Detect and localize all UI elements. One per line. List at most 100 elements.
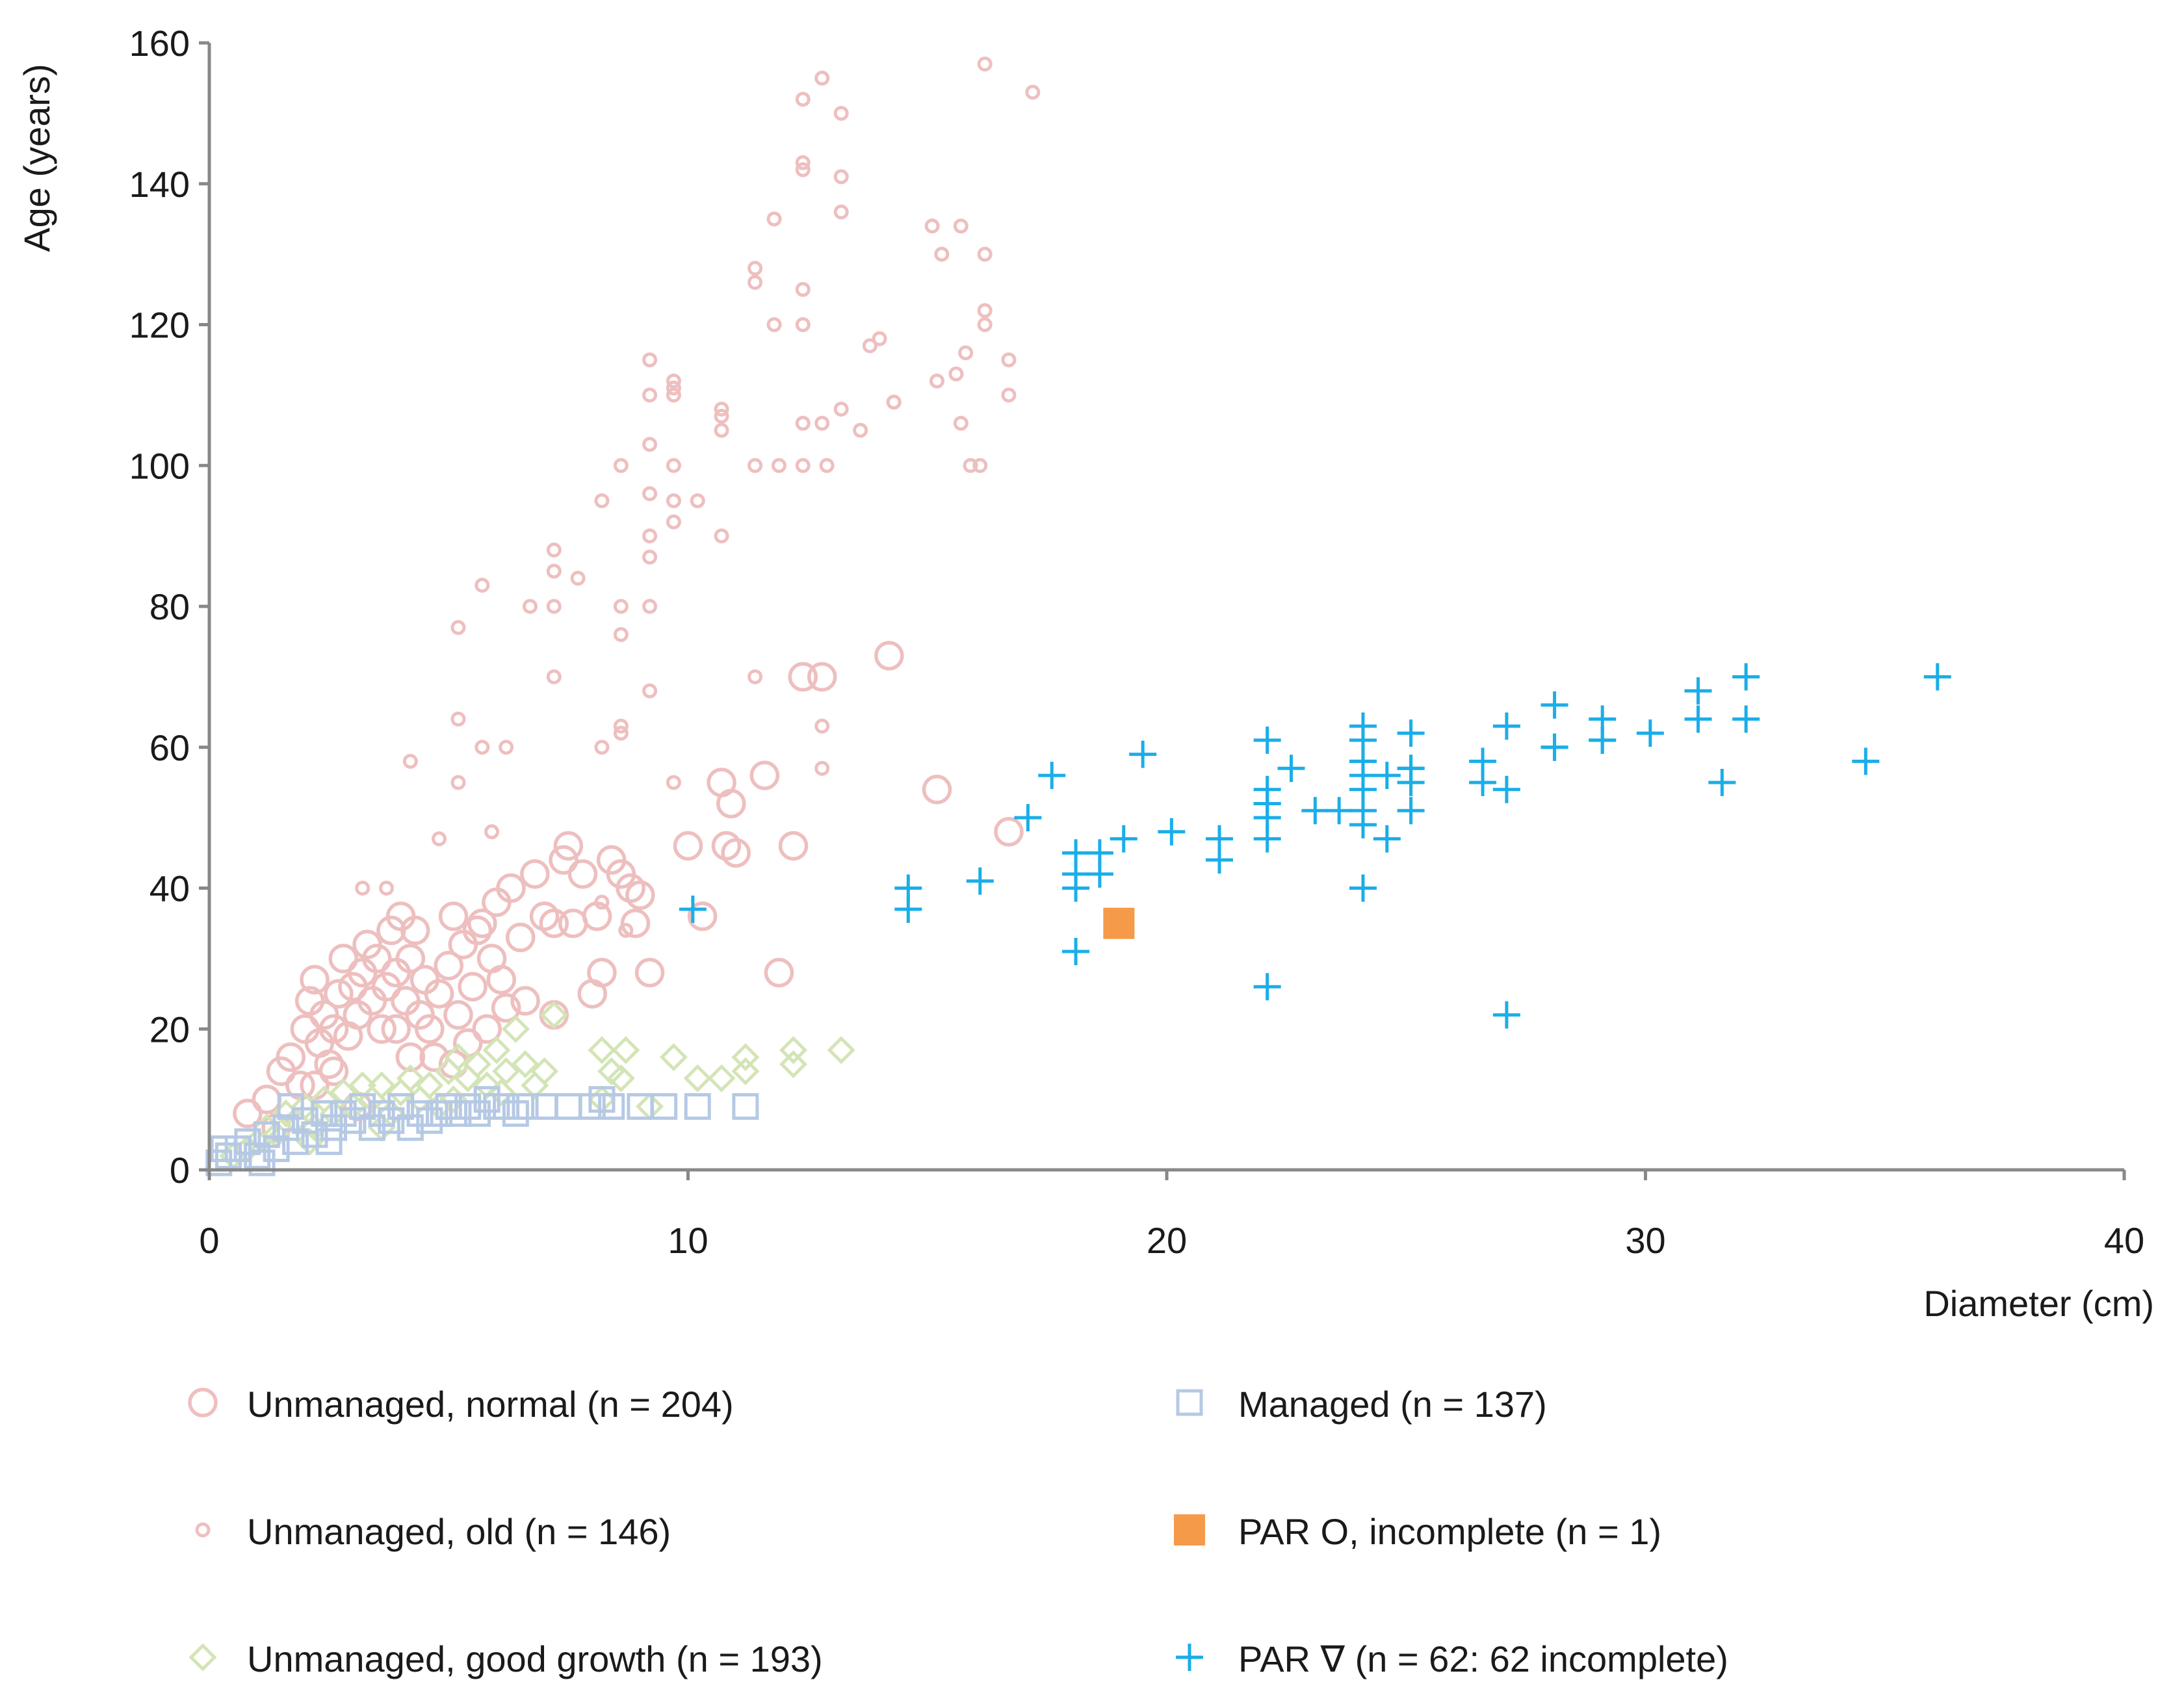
data-point-good_growth [588,1085,616,1114]
data-point-par_v [1373,825,1401,853]
data-point-unmanaged_old [953,218,968,234]
data-point-par_v [679,896,707,924]
data-point-managed [435,1093,462,1120]
data-point-managed [512,1093,539,1120]
data-point-unmanaged_normal [482,887,512,917]
data-point-good_growth [779,1036,808,1065]
data-point-unmanaged_old [594,740,610,755]
data-point-par_v [1684,677,1712,705]
data-point-unmanaged_old [795,317,811,332]
data-point-unmanaged_old [402,753,418,769]
data-point-unmanaged_old [872,331,887,346]
y-tick-label: 100 [129,445,190,486]
y-tick-label: 160 [129,23,190,64]
x-tick-label: 30 [1625,1220,1665,1261]
legend-marker-good_growth [188,1643,217,1672]
data-point-unmanaged_old [666,373,681,389]
y-tick-label: 40 [150,868,190,909]
legend-marker-unmanaged_old [195,1522,211,1538]
data-point-unmanaged_old [613,627,629,642]
data-point-good_growth [659,1043,688,1072]
data-point-managed [311,1100,338,1127]
y-tick-label: 120 [129,305,190,346]
data-point-unmanaged_normal [764,957,794,988]
data-point-good_growth [683,1064,712,1093]
data-point-unmanaged_old [484,824,500,840]
data-point-par_v [1253,790,1281,818]
data-point-unmanaged_normal [587,957,617,988]
data-point-unmanaged_normal [438,901,469,931]
data-point-unmanaged_old [642,486,658,502]
data-point-good_growth [731,1043,760,1072]
ticks: 0 20 40 60 80 100 120 140 160 0 10 20 30 40 [129,23,2145,1261]
data-point-unmanaged_normal [410,964,440,995]
data-point-unmanaged_old [546,599,562,614]
data-point-good_growth [636,1092,664,1120]
data-point-unmanaged_old [546,563,562,579]
data-point-unmanaged_normal [252,1084,282,1115]
data-point-unmanaged_normal [673,831,703,861]
data-point-unmanaged_old [450,775,466,790]
data-point-unmanaged_old [355,881,370,896]
data-point-unmanaged_old [546,669,562,684]
data-point-managed [248,1149,276,1176]
data-point-managed [732,1093,759,1120]
y-tick-label: 140 [129,164,190,205]
data-point-unmanaged_old [613,599,629,614]
data-point-managed [291,1107,318,1134]
data-point-unmanaged_old [666,493,681,508]
data-point-unmanaged_old [1001,352,1017,368]
data-point-managed [396,1114,424,1141]
data-point-unmanaged_old [963,458,978,473]
data-point-par_v [1492,775,1520,803]
data-point-unmanaged_old [474,577,490,593]
data-point-par_v [1540,733,1568,761]
data-point-par_v [1086,860,1113,888]
data-point-unmanaged_old [795,415,811,431]
data-point-par_v [1492,712,1520,740]
data-point-managed [387,1093,415,1120]
data-point-unmanaged_old [814,70,830,86]
data-point-unmanaged_old [953,415,968,431]
data-point-par_v [1158,818,1186,846]
data-point-par_v [1732,663,1760,691]
y-tick-label: 60 [150,727,190,768]
data-point-unmanaged_old [450,620,466,636]
data-point-unmanaged_normal [625,880,655,911]
data-point-managed [358,1114,385,1141]
legend-marker-managed [1176,1389,1203,1416]
data-point-unmanaged_normal [458,972,488,1002]
data-point-unmanaged_old [977,303,993,318]
data-point-unmanaged_normal [510,986,540,1016]
data-point-good_growth [444,1043,473,1072]
data-point-managed [263,1135,290,1162]
data-point-unmanaged_old [819,458,835,473]
data-point-unmanaged_old [833,402,849,417]
data-point-unmanaged_normal [367,1014,396,1044]
data-point-unmanaged_old [642,549,658,565]
data-point-managed [368,1100,395,1127]
data-point-unmanaged_old [450,711,466,727]
legend-marker-unmanaged_normal [188,1388,218,1417]
data-point-unmanaged_old [795,155,811,170]
data-point-unmanaged_normal [381,1014,411,1044]
data-point-par_v [1540,691,1568,719]
data-point-unmanaged_normal [448,929,478,959]
data-point-par_v [1301,797,1329,825]
data-point-unmanaged_old [714,528,729,544]
data-point-managed [210,1135,237,1162]
plot-area [205,57,1951,1176]
data-point-unmanaged_old [766,211,782,227]
data-point-par_v [1732,705,1760,733]
data-point-unmanaged_normal [462,915,493,946]
data-point-unmanaged_old [642,683,658,699]
data-point-unmanaged_normal [496,873,526,903]
data-point-unmanaged_normal [391,986,421,1016]
data-point-unmanaged_normal [749,760,780,790]
data-point-good_growth [530,1057,559,1085]
data-point-unmanaged_normal [620,908,651,938]
data-point-managed [578,1093,606,1120]
data-point-good_growth [501,1015,530,1043]
data-point-unmanaged_old [766,317,782,332]
data-point-unmanaged_normal [472,1014,502,1044]
